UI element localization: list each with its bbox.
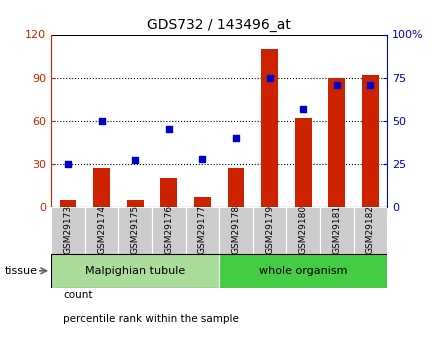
Bar: [194, 197, 211, 207]
Text: GSM29173: GSM29173: [64, 205, 73, 254]
Bar: [127, 200, 144, 207]
Point: [266, 75, 273, 80]
Text: GSM29179: GSM29179: [265, 205, 274, 254]
Text: GSM29178: GSM29178: [231, 205, 240, 254]
Point: [132, 158, 139, 163]
Text: tissue: tissue: [4, 266, 37, 276]
Text: GSM29182: GSM29182: [366, 205, 375, 254]
Point: [299, 106, 307, 111]
Bar: [51, 254, 219, 288]
Bar: [227, 168, 244, 207]
Text: GSM29181: GSM29181: [332, 205, 341, 254]
Point: [165, 127, 172, 132]
Point: [367, 82, 374, 87]
Title: GDS732 / 143496_at: GDS732 / 143496_at: [147, 18, 291, 32]
Text: percentile rank within the sample: percentile rank within the sample: [63, 314, 239, 324]
Bar: [60, 200, 77, 207]
Text: count: count: [63, 290, 93, 300]
Bar: [362, 75, 379, 207]
Bar: [118, 207, 152, 254]
Bar: [186, 207, 219, 254]
Bar: [261, 49, 278, 207]
Bar: [85, 207, 118, 254]
Bar: [253, 207, 287, 254]
Bar: [152, 207, 186, 254]
Text: GSM29176: GSM29176: [164, 205, 173, 254]
Point: [199, 156, 206, 161]
Text: whole organism: whole organism: [259, 266, 348, 276]
Point: [333, 82, 340, 87]
Bar: [328, 78, 345, 207]
Text: GSM29177: GSM29177: [198, 205, 207, 254]
Bar: [287, 207, 320, 254]
Bar: [219, 254, 387, 288]
Point: [65, 161, 72, 167]
Bar: [51, 207, 85, 254]
Bar: [353, 207, 387, 254]
Text: GSM29175: GSM29175: [131, 205, 140, 254]
Bar: [93, 168, 110, 207]
Bar: [320, 207, 354, 254]
Text: GSM29180: GSM29180: [299, 205, 307, 254]
Bar: [160, 178, 177, 207]
Bar: [219, 207, 253, 254]
Text: Malpighian tubule: Malpighian tubule: [85, 266, 185, 276]
Text: GSM29174: GSM29174: [97, 205, 106, 254]
Bar: [295, 118, 312, 207]
Point: [232, 135, 239, 141]
Point: [98, 118, 105, 124]
